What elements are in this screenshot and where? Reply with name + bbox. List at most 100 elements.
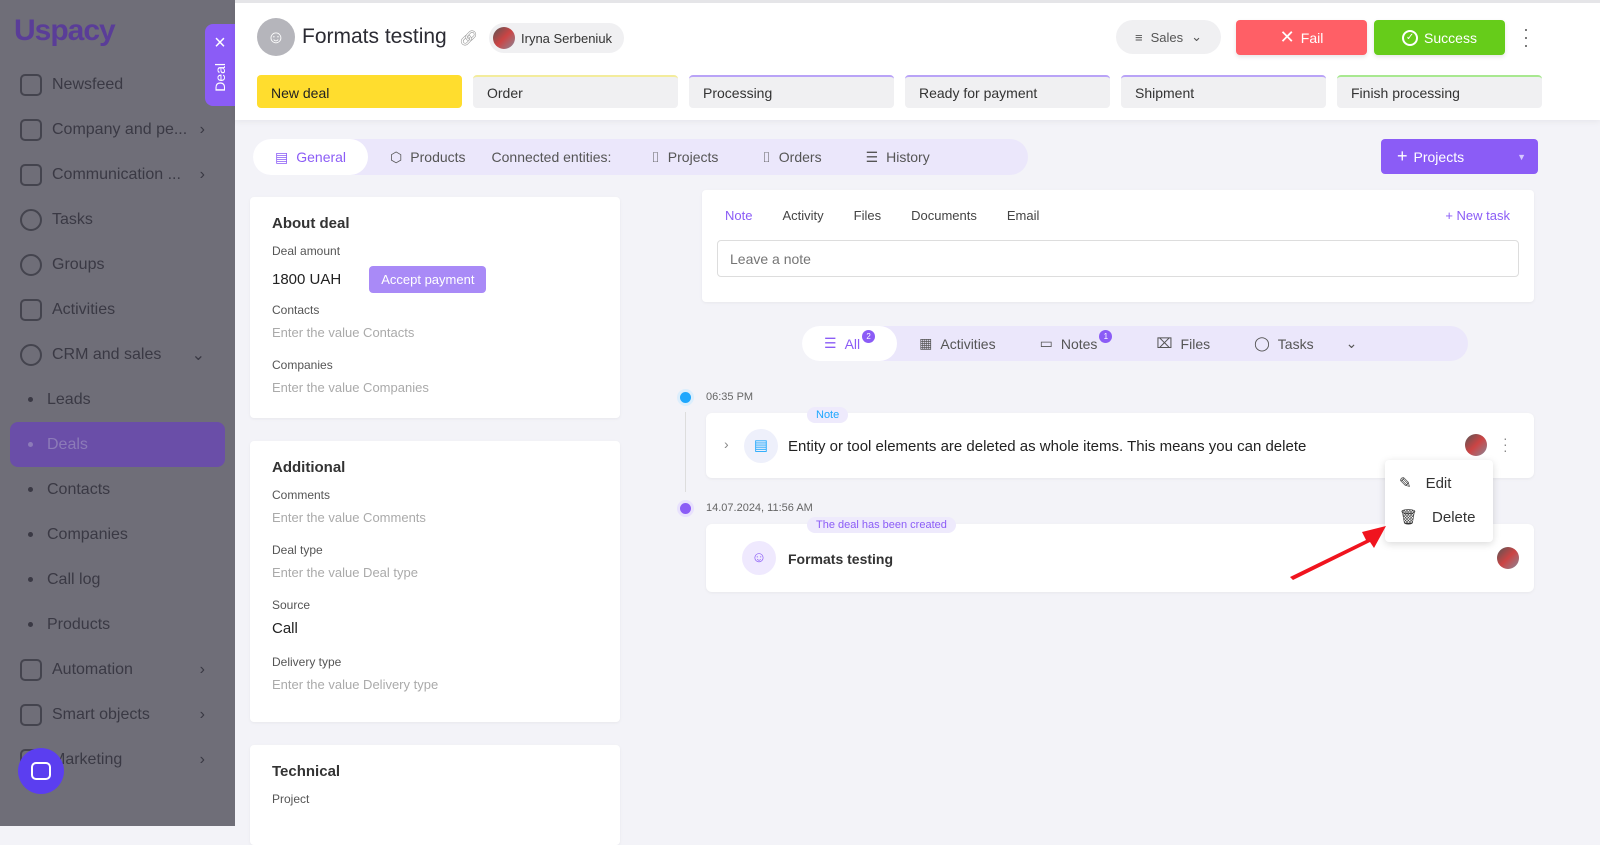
label: Orders <box>778 149 822 165</box>
contacts-field[interactable]: Enter the value Contacts <box>272 325 415 340</box>
success-label: Success <box>1424 29 1477 46</box>
chevron-down-icon[interactable]: ⌄ <box>1345 335 1358 351</box>
sidebar-item-deals[interactable]: Deals <box>10 422 225 467</box>
bullet <box>28 487 33 492</box>
sidebar-item-tasks[interactable]: Tasks <box>0 197 235 242</box>
connected-entities-label: Connected entities: <box>491 149 612 165</box>
tab-email[interactable]: Email <box>1006 208 1040 223</box>
link-icon[interactable]: 🔗︎ <box>459 30 479 47</box>
deal-drawer-tab[interactable]: × Deal <box>205 24 235 106</box>
label: Communication ... <box>52 165 181 183</box>
plus-icon: + <box>1397 146 1408 166</box>
accept-payment-button[interactable]: Accept payment <box>369 266 487 293</box>
stage-new-deal[interactable]: New deal <box>257 75 462 108</box>
sidebar-item-activities[interactable]: Activities <box>0 287 235 332</box>
label: Groups <box>52 255 105 273</box>
sidebar-item-newsfeed[interactable]: Newsfeed <box>0 62 235 107</box>
note-text: Entity or tool elements are deleted as w… <box>788 438 1307 455</box>
label: Automation <box>52 660 133 678</box>
close-icon[interactable]: × <box>214 32 226 54</box>
timeline-filters: ☰ All 2 ▦ Activities ▭ Notes 1 ⌧ Files ◯ Tasks … <box>802 326 1468 361</box>
filter-tasks[interactable]: ◯ Tasks <box>1232 326 1335 361</box>
stage-processing[interactable]: Processing <box>689 75 894 108</box>
filter-activities[interactable]: ▦ Activities <box>897 326 1017 361</box>
pipeline-value: Sales <box>1150 29 1184 45</box>
more-vertical-icon[interactable]: · · · <box>1503 430 1508 458</box>
comments-field[interactable]: Enter the value Comments <box>272 510 426 525</box>
filter-files[interactable]: ⌧ Files <box>1134 326 1232 361</box>
label: Leads <box>47 390 91 408</box>
tab-files[interactable]: Files <box>853 208 882 223</box>
note-input[interactable] <box>717 240 1519 277</box>
stage-shipment[interactable]: Shipment <box>1121 75 1326 108</box>
chevron-right-icon[interactable]: › <box>724 436 729 452</box>
check-circle-icon: ✓ <box>1402 29 1419 46</box>
sidebar-item-products[interactable]: Products <box>0 602 235 647</box>
chat-icon <box>31 762 51 780</box>
companies-field[interactable]: Enter the value Companies <box>272 380 429 395</box>
edit-menu-item[interactable]: ✎ Edit <box>1385 466 1493 500</box>
owner-chip[interactable]: Iryna Serbeniuk <box>489 23 625 53</box>
pencil-icon: ✎ <box>1399 475 1412 492</box>
add-projects-button[interactable]: + Projects ▼ <box>1381 139 1538 174</box>
deal-type-field[interactable]: Enter the value Deal type <box>272 565 418 580</box>
bullet <box>28 397 33 402</box>
sidebar-item-leads[interactable]: Leads <box>0 377 235 422</box>
caret-down-icon[interactable]: ▼ <box>1517 151 1526 162</box>
additional-card: Additional Comments Enter the value Comm… <box>250 441 620 722</box>
timeline-dot <box>680 503 691 514</box>
label: History <box>886 149 930 165</box>
deal-icon: ☺ <box>257 18 295 56</box>
tab-history[interactable]: ☰ History <box>844 139 952 175</box>
delete-menu-item[interactable]: 🗑︎ Delete <box>1385 500 1493 534</box>
sidebar-item-call-log[interactable]: Call log <box>0 557 235 602</box>
field-label: Deal amount <box>272 244 341 258</box>
plus-icon: + <box>1445 208 1457 223</box>
tab-projects[interactable]: ⌷ Projects <box>629 139 740 175</box>
success-button[interactable]: ✓ Success <box>1374 20 1505 55</box>
label: Products <box>47 615 111 633</box>
sidebar-item-communication[interactable]: Communication ... › <box>0 152 235 197</box>
sidebar-item-automation[interactable]: Automation › <box>0 647 235 692</box>
field-label: Comments <box>272 488 331 502</box>
stage-ready-for-payment[interactable]: Ready for payment <box>905 75 1110 108</box>
stage-order[interactable]: Order <box>473 75 678 108</box>
sidebar-item-company[interactable]: Company and pe... › <box>0 107 235 152</box>
sidebar-item-contacts[interactable]: Contacts <box>0 467 235 512</box>
users-icon <box>20 253 42 276</box>
tab-orders[interactable]: ⌷ Orders <box>740 139 843 175</box>
tab-documents[interactable]: Documents <box>911 208 977 223</box>
field-label: Contacts <box>272 303 320 317</box>
fail-button[interactable]: ✕ Fail <box>1236 20 1367 55</box>
deal-drawer: ☺ Formats testing 🔗︎ Iryna Serbeniuk ≡ Sa… <box>235 0 1600 845</box>
delivery-type-field[interactable]: Enter the value Delivery type <box>272 677 439 692</box>
tab-note[interactable]: Note <box>725 208 753 223</box>
about-deal-card: About deal Deal amount 1800 UAH Accept pa… <box>250 197 620 418</box>
pipeline-select[interactable]: ≡ Sales ⌄ <box>1116 20 1221 54</box>
filter-notes[interactable]: ▭ Notes 1 <box>1018 326 1135 361</box>
tab-general[interactable]: ▤ General <box>253 139 369 175</box>
uspacy-logo[interactable]: Uspacy <box>14 14 116 47</box>
note-icon: ▤ <box>744 429 778 463</box>
smart-object-icon <box>20 703 42 726</box>
label: Companies <box>47 525 128 543</box>
tab-activity[interactable]: Activity <box>782 208 824 223</box>
list-icon: ☰ <box>865 148 879 165</box>
red-arrow-annotation <box>1290 526 1386 580</box>
sidebar-item-companies[interactable]: Companies <box>0 512 235 557</box>
sidebar-item-crm[interactable]: CRM and sales ⌄ <box>0 332 235 377</box>
tab-products[interactable]: ⬡ Products <box>368 139 487 175</box>
deal-header: ☺ Formats testing 🔗︎ Iryna Serbeniuk ≡ Sa… <box>235 0 1600 120</box>
check-circle-icon <box>20 208 42 231</box>
chat-icon: ▭ <box>1039 335 1053 351</box>
chat-support-button[interactable] <box>18 748 64 794</box>
source-field[interactable]: Call <box>272 620 298 637</box>
filter-all[interactable]: ☰ All 2 <box>802 326 898 361</box>
new-task-button[interactable]: + New task <box>1445 208 1510 223</box>
sidebar-item-smart-objects[interactable]: Smart objects › <box>0 692 235 737</box>
chevron-down-icon: ⌄ <box>1191 29 1203 44</box>
scan-icon: ⌷ <box>762 148 771 165</box>
sidebar-item-groups[interactable]: Groups <box>0 242 235 287</box>
more-vertical-icon[interactable]: · · · <box>1523 19 1529 55</box>
stage-finish-processing[interactable]: Finish processing <box>1337 75 1542 108</box>
